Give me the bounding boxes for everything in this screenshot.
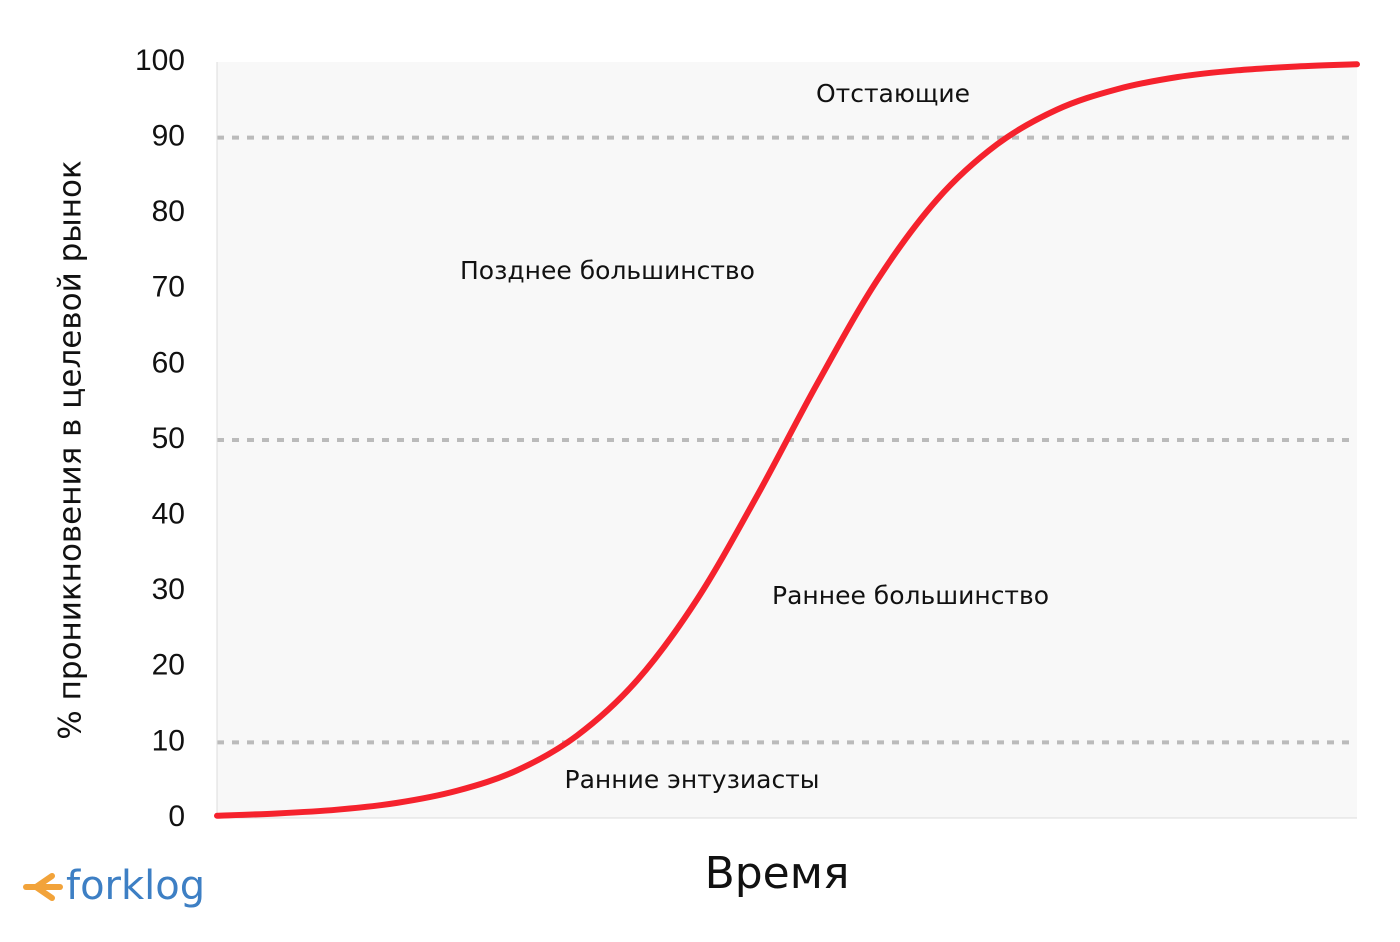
y-tick-label: 70	[152, 271, 185, 304]
y-tick-label: 60	[152, 346, 185, 379]
y-axis-label: % проникновения в целевой рынок	[53, 160, 89, 739]
y-tick-label: 40	[152, 498, 185, 531]
annotation: Отстающие	[816, 79, 970, 108]
annotation: Ранние энтузиасты	[565, 765, 820, 794]
y-tick-label: 80	[152, 195, 185, 228]
y-tick-label: 0	[168, 800, 185, 833]
y-tick-label: 50	[152, 422, 185, 455]
y-tick-label: 90	[152, 120, 185, 153]
x-axis-label: Время	[705, 848, 850, 899]
y-tick-label: 20	[152, 649, 185, 682]
annotation: Раннее большинство	[772, 581, 1049, 610]
watermark: forklog	[66, 863, 205, 909]
y-tick-label: 30	[152, 573, 185, 606]
logo-icon	[23, 873, 63, 901]
series-line	[214, 61, 1360, 819]
annotation: Позднее большинство	[460, 256, 755, 285]
y-tick-label: 10	[152, 724, 185, 757]
y-tick-label: 100	[135, 44, 185, 77]
